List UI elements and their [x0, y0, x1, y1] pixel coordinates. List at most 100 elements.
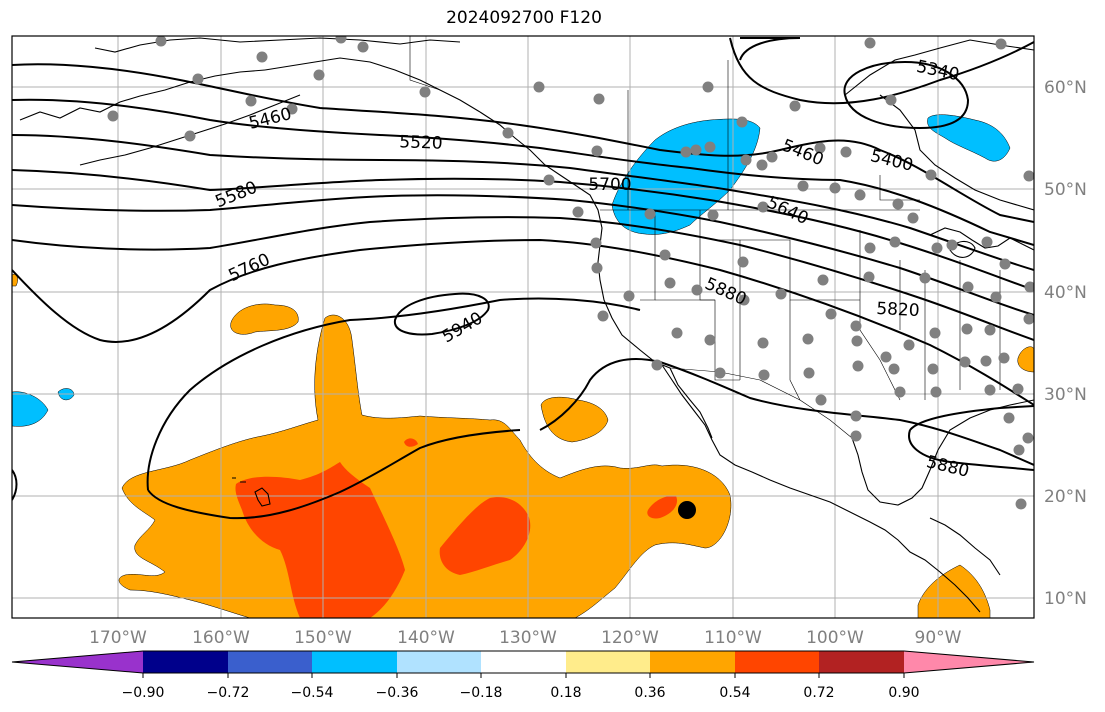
latitude-label: 50°N — [1044, 180, 1087, 200]
station-dot — [863, 271, 875, 283]
station-dot — [931, 242, 943, 254]
station-dot — [885, 94, 897, 106]
station-dot — [671, 327, 683, 339]
station-dot — [903, 339, 915, 351]
station-dot — [690, 144, 702, 156]
colorbar-tick-label: −0.90 — [122, 685, 165, 701]
station-dot — [1012, 383, 1024, 395]
station-dot — [1022, 432, 1034, 444]
station-dot — [758, 369, 770, 381]
station-dot — [245, 95, 257, 107]
station-dot — [980, 355, 992, 367]
station-dot — [852, 360, 864, 372]
colorbar-tick-label: 0.90 — [888, 685, 919, 701]
colorbar-segment — [735, 651, 819, 673]
longitude-label: 170°W — [89, 628, 147, 648]
longitude-label: 160°W — [192, 628, 250, 648]
colorbar-segment — [312, 651, 397, 673]
station-dot — [591, 262, 603, 274]
station-dot — [597, 310, 609, 322]
station-dot — [995, 38, 1007, 50]
colorbar-tick-label: 0.54 — [719, 685, 750, 701]
station-dot — [1015, 498, 1027, 510]
colorbar-tick-label: −0.72 — [207, 685, 250, 701]
station-dot — [738, 294, 750, 306]
station-dot — [664, 277, 676, 289]
station-dot — [850, 430, 862, 442]
station-dot — [998, 352, 1010, 364]
station-dot — [981, 236, 993, 248]
station-dot — [740, 154, 752, 166]
station-dot — [851, 335, 863, 347]
station-dot — [929, 327, 941, 339]
longitude-label: 110°W — [704, 628, 762, 648]
station-dot — [756, 159, 768, 171]
station-dot — [533, 81, 545, 93]
colorbar-tick-label: −0.54 — [291, 685, 334, 701]
longitude-labels: 170°W 160°W 150°W 140°W 130°W 120°W 110°W 100°W… — [89, 628, 962, 648]
station-dot — [984, 324, 996, 336]
graticule — [12, 36, 1034, 618]
station-dot — [736, 116, 748, 128]
colorbar-tick-label: 0.36 — [634, 685, 665, 701]
longitude-label: 150°W — [294, 628, 352, 648]
station-dot — [737, 256, 749, 268]
colorbar-segment — [650, 651, 735, 673]
station-dot — [825, 308, 837, 320]
station-dot — [553, 36, 559, 37]
colorbar-segment — [228, 651, 312, 673]
station-dot — [829, 182, 841, 194]
station-dot — [714, 367, 726, 379]
station-dot — [543, 174, 555, 186]
station-dot — [691, 284, 703, 296]
station-dot — [155, 36, 167, 47]
station-dot — [802, 333, 814, 345]
station-dot — [946, 239, 958, 251]
station-dot — [286, 103, 298, 115]
station-dot — [803, 367, 815, 379]
station-dot — [892, 198, 904, 210]
station-dot — [919, 272, 931, 284]
station-dot — [766, 151, 778, 163]
station-dot — [704, 141, 716, 153]
longitude-label: 100°W — [806, 628, 864, 648]
colorbar-segment — [397, 651, 481, 673]
station-dot — [854, 189, 866, 201]
contour-label: 5520 — [399, 132, 443, 153]
coastlines — [19, 37, 1034, 613]
station-dot — [797, 180, 809, 192]
station-dot — [850, 320, 862, 332]
station-dot — [959, 356, 971, 368]
station-dot — [107, 110, 119, 122]
station-dot — [880, 351, 892, 363]
station-dot — [623, 290, 635, 302]
colorbar-extend-low — [12, 651, 143, 673]
map-title: 2024092700 F120 — [446, 8, 602, 28]
longitude-label: 140°W — [397, 628, 455, 648]
station-dot — [907, 212, 919, 224]
station-dot — [961, 323, 973, 335]
station-dot — [990, 291, 1002, 303]
longitude-label: 130°W — [499, 628, 557, 648]
station-dot — [502, 127, 514, 139]
station-dot — [962, 281, 974, 293]
station-dot — [789, 100, 801, 112]
station-dot — [817, 274, 829, 286]
longitude-label: 90°W — [915, 628, 962, 648]
map-frame — [11, 35, 1035, 619]
station-dot — [984, 384, 996, 396]
station-markers — [107, 36, 1034, 510]
station-dot — [680, 146, 692, 158]
latitude-label: 10°N — [1044, 589, 1087, 609]
longitude-label: 120°W — [601, 628, 659, 648]
station-dot — [925, 169, 937, 181]
station-dot — [894, 386, 906, 398]
station-dot — [707, 209, 719, 221]
colorbar-extend-high — [904, 651, 1034, 673]
station-dot — [757, 337, 769, 349]
station-dot — [644, 208, 656, 220]
station-dot — [864, 242, 876, 254]
station-dot — [1013, 444, 1025, 456]
station-dot — [814, 142, 826, 154]
